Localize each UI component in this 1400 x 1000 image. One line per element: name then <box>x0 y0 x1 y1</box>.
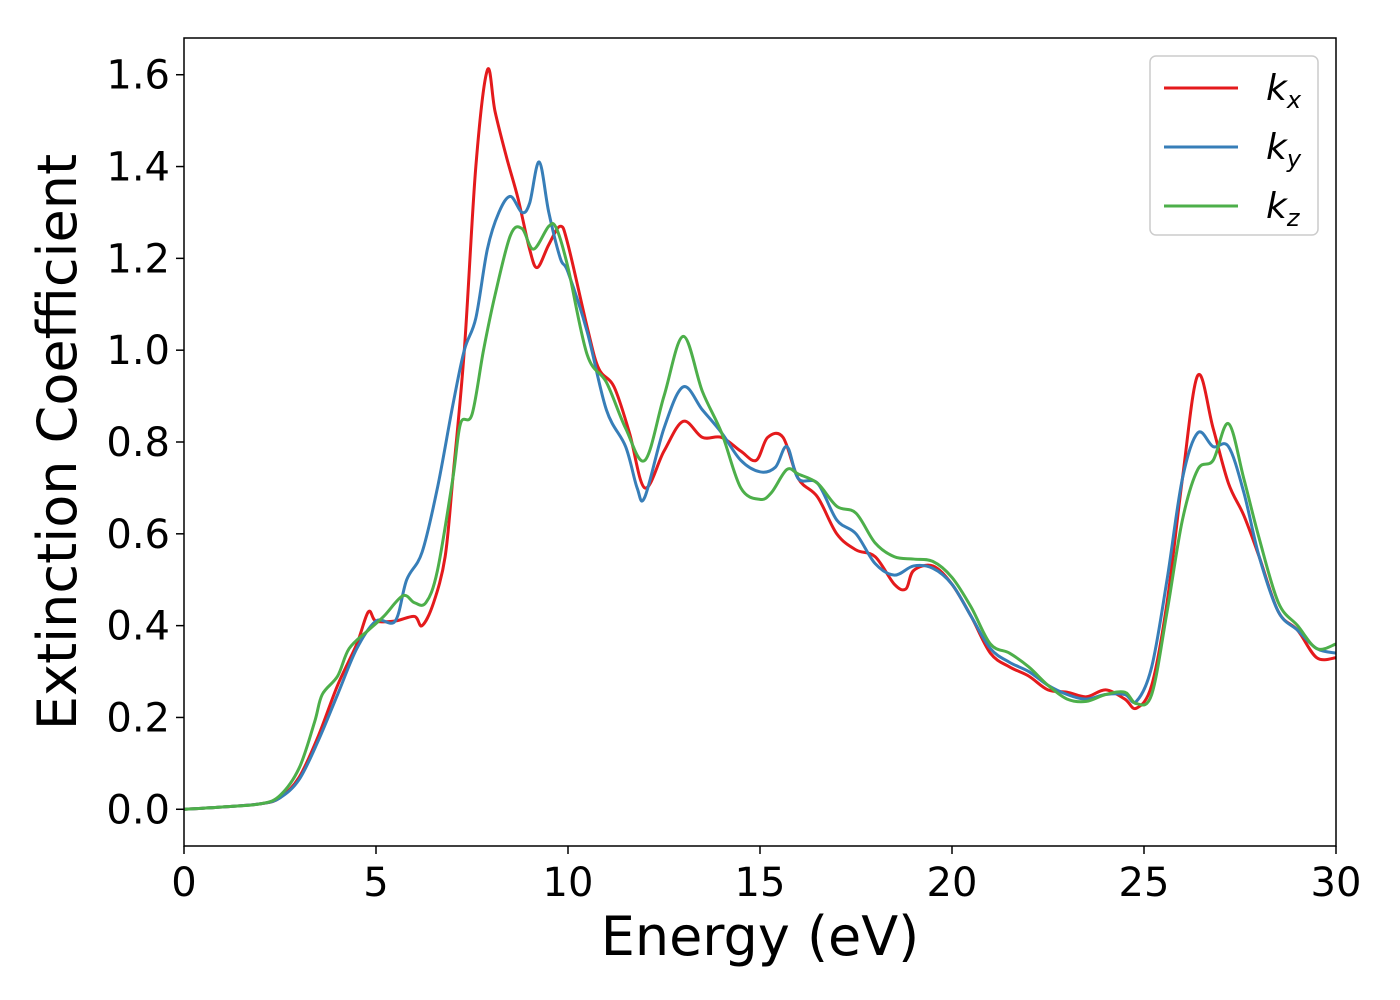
legend-label-kz: kz <box>1266 186 1301 232</box>
x-tick-label: 5 <box>363 860 388 906</box>
x-axis-title: Energy (eV) <box>601 905 920 968</box>
y-tick-label: 1.0 <box>106 328 170 374</box>
legend: kx ky kz <box>1149 55 1319 236</box>
legend-label-kx: kx <box>1266 68 1302 114</box>
x-tick-label: 0 <box>171 860 196 906</box>
y-tick-label: 1.2 <box>106 236 170 282</box>
y-tick-label: 0.0 <box>106 787 170 833</box>
x-tick-label: 20 <box>927 860 978 906</box>
series-layer <box>184 67 1336 811</box>
x-tick-label: 15 <box>735 860 786 906</box>
x-tick-label: 25 <box>1119 860 1170 906</box>
series-line-ky <box>184 160 1336 811</box>
y-tick-label: 1.6 <box>106 53 170 99</box>
y-tick-label: 0.8 <box>106 420 170 466</box>
x-tick-label: 30 <box>1311 860 1362 906</box>
y-tick-label: 0.4 <box>106 604 170 650</box>
y-axis-title: Extinction Coefficient <box>26 154 89 730</box>
x-axis: 0 5 10 15 20 25 30 <box>171 846 1361 906</box>
y-tick-label: 0.6 <box>106 512 170 558</box>
x-tick-label: 10 <box>543 860 594 906</box>
y-tick-label: 1.4 <box>106 145 170 191</box>
legend-label-ky: ky <box>1266 127 1302 173</box>
y-tick-label: 0.2 <box>106 695 170 741</box>
y-axis: 0.0 0.2 0.4 0.6 0.8 1.0 1.2 1.4 1.6 <box>106 53 184 833</box>
series-line-kz <box>184 222 1336 811</box>
